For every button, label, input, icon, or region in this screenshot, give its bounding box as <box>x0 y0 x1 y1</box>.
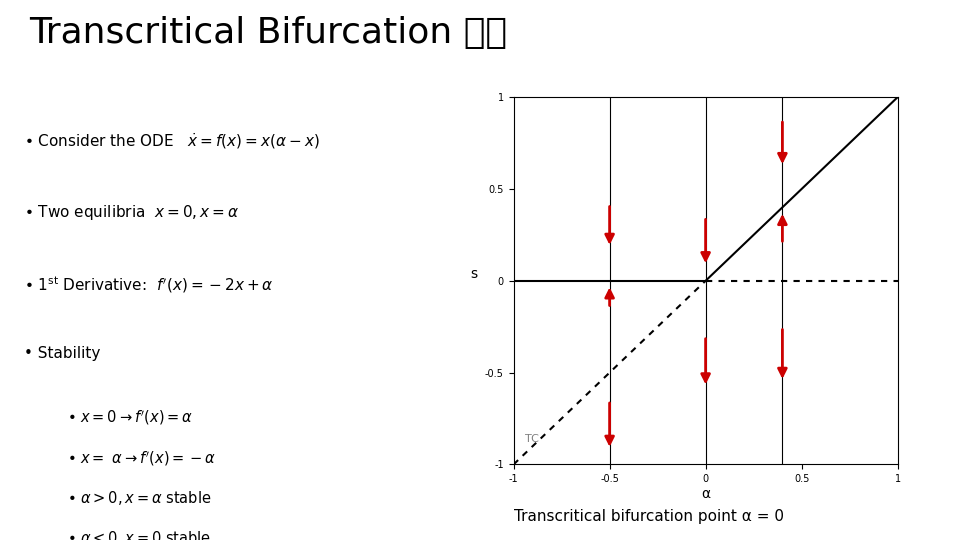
Text: • 1$^{\mathrm{st}}$ Derivative:  $f'(x) = -2x + \alpha$: • 1$^{\mathrm{st}}$ Derivative: $f'(x) =… <box>24 274 274 295</box>
Text: • $x = \ \alpha \rightarrow f'(x) = -\alpha$: • $x = \ \alpha \rightarrow f'(x) = -\al… <box>67 449 216 468</box>
Text: • Stability: • Stability <box>24 346 101 361</box>
Y-axis label: s: s <box>470 267 477 281</box>
Text: Transcritical bifurcation point α = 0: Transcritical bifurcation point α = 0 <box>514 509 783 524</box>
Text: TC: TC <box>525 434 539 444</box>
Text: • Two equilibria  $x = 0, x = \alpha$: • Two equilibria $x = 0, x = \alpha$ <box>24 202 239 221</box>
Text: • Consider the ODE   $\dot{x} = f(x) = x(\alpha - x)$: • Consider the ODE $\dot{x} = f(x) = x(\… <box>24 131 320 151</box>
X-axis label: α: α <box>701 487 710 501</box>
Text: Transcritical Bifurcation 분기: Transcritical Bifurcation 분기 <box>29 16 507 50</box>
Text: • $\alpha > 0, x = \alpha$ stable: • $\alpha > 0, x = \alpha$ stable <box>67 489 212 507</box>
Text: • $\alpha < 0, x = 0$ stable: • $\alpha < 0, x = 0$ stable <box>67 529 211 540</box>
Text: • $x = 0 \rightarrow f'(x) = \alpha$: • $x = 0 \rightarrow f'(x) = \alpha$ <box>67 409 193 428</box>
